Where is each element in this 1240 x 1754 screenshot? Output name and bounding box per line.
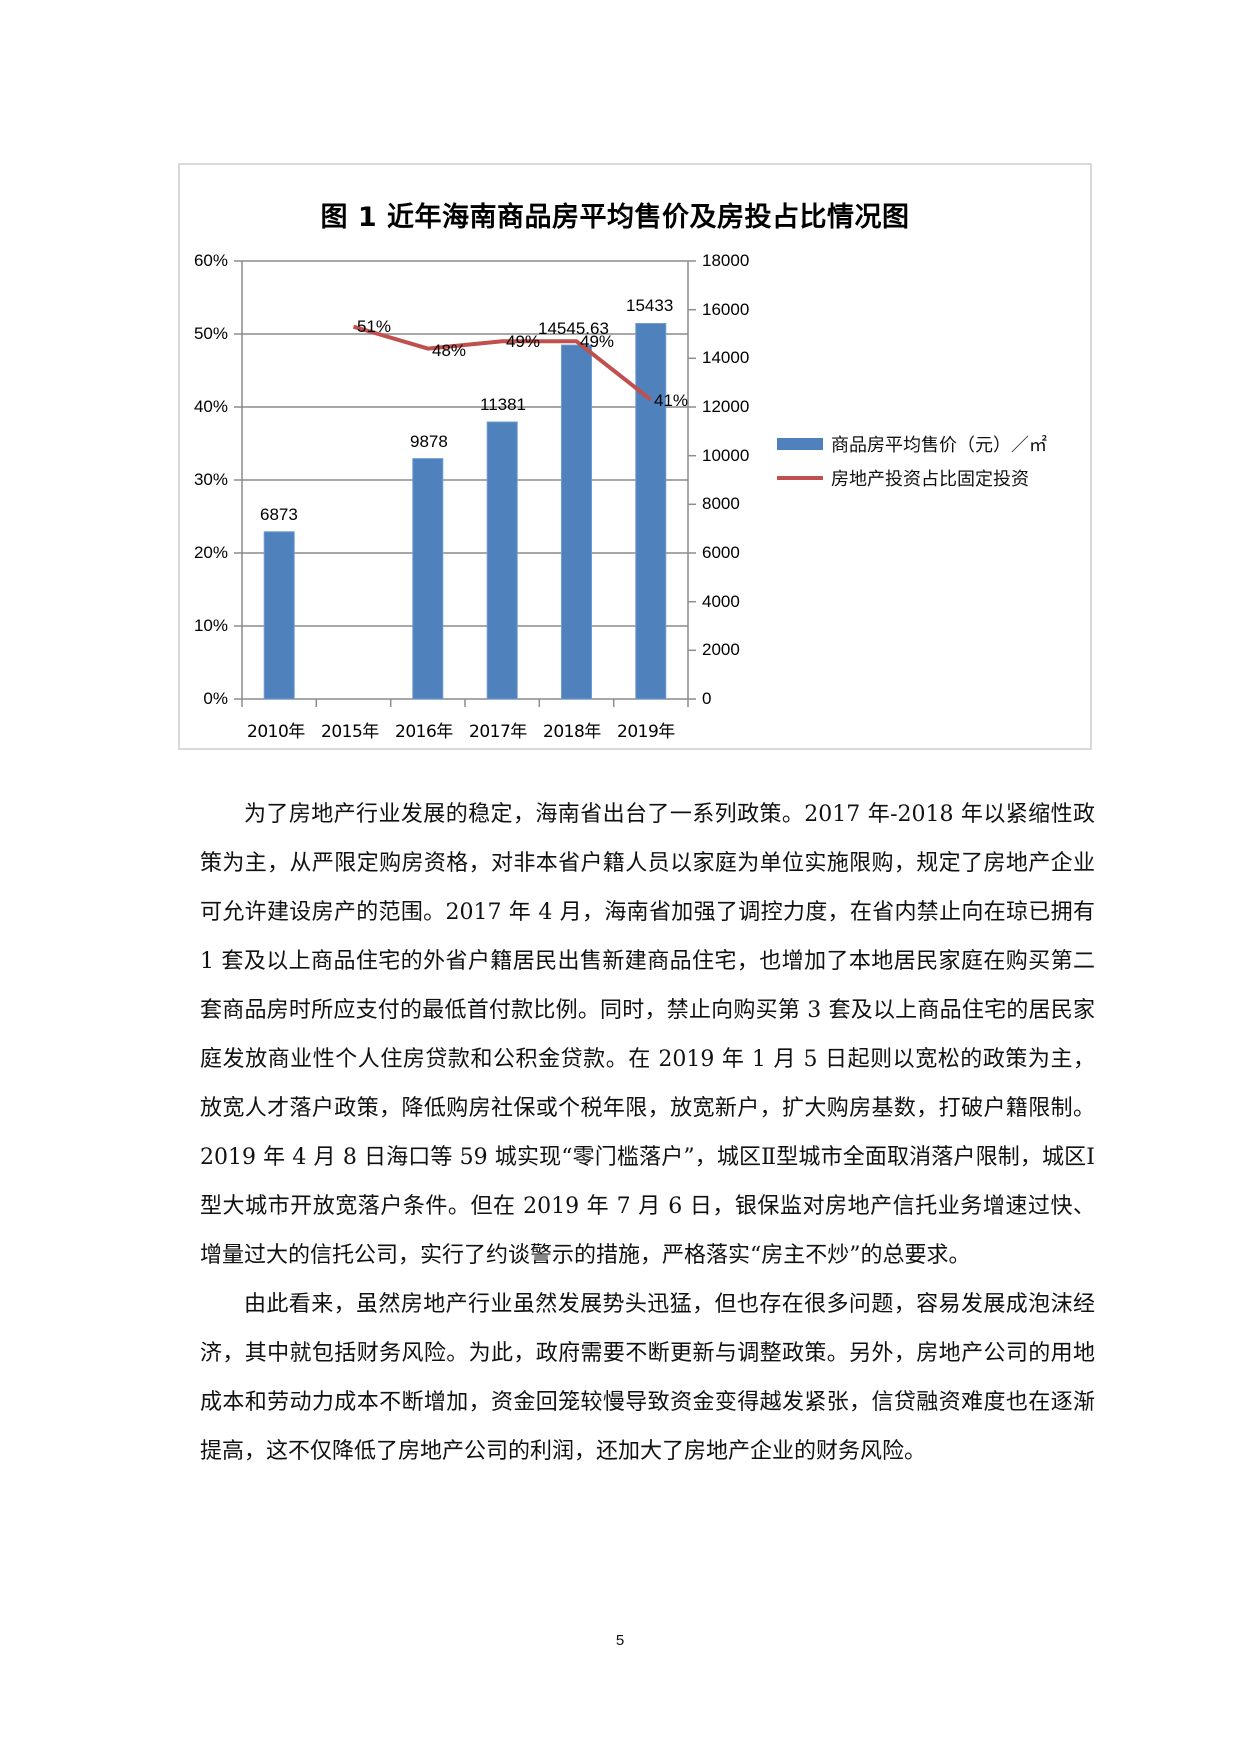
line-swatch-icon	[777, 476, 823, 480]
left-tick: 10%	[193, 616, 228, 635]
x-label: 2010年	[247, 722, 305, 742]
paragraph: 为了房地产行业发展的稳定，海南省出台了一系列政策。2017 年-2018 年以紧…	[200, 802, 1095, 1268]
legend-item-line: 房地产投资占比固定投资	[777, 461, 1047, 495]
right-tick: 0	[702, 689, 712, 708]
right-tick: 6000	[702, 543, 740, 562]
left-tick: 0%	[203, 689, 228, 708]
chart-container: 图 1 近年海南商品房平均售价及房投占比情况图	[178, 163, 1092, 750]
chart-title: 图 1 近年海南商品房平均售价及房投占比情况图	[320, 202, 910, 233]
bar-data-label: 6873	[260, 505, 298, 524]
gridlines	[242, 260, 688, 700]
right-tick: 8000	[702, 494, 740, 514]
line-series	[352, 324, 653, 402]
right-axis	[234, 260, 696, 700]
line-data-label: 51%	[357, 317, 392, 336]
bar-2010	[263, 531, 295, 700]
right-tick: 4000	[702, 591, 740, 611]
right-tick: 16000	[702, 299, 750, 319]
x-label: 2016年	[395, 722, 453, 742]
x-label: 2017年	[469, 722, 527, 742]
line-data-label: 49%	[580, 332, 615, 351]
bar-data-label: 11381	[480, 395, 527, 414]
right-tick: 2000	[702, 640, 740, 660]
x-label: 2018年	[543, 722, 601, 742]
left-tick: 40%	[193, 397, 228, 416]
bar-data-label: 15433	[626, 296, 674, 315]
left-tick: 60%	[193, 251, 228, 270]
paragraph: 由此看来，虽然房地产行业虽然发展势头迅猛，但也存在很多问题，容易发展成泡沫经济，…	[200, 1292, 1095, 1464]
page-number: 5	[615, 1632, 625, 1649]
x-label: 2015年	[321, 722, 379, 742]
bar-data-label: 9878	[410, 432, 448, 451]
right-tick: 10000	[702, 445, 750, 465]
line-data-label: 49%	[506, 332, 541, 351]
chart-legend: 商品房平均售价（元）／㎡ 房地产投资占比固定投资	[777, 427, 1047, 495]
legend-item-bar: 商品房平均售价（元）／㎡	[777, 427, 1047, 461]
bar-swatch-icon	[777, 438, 823, 450]
bar-2017	[486, 421, 518, 700]
left-tick: 50%	[193, 324, 228, 343]
bar-series	[263, 323, 667, 700]
right-tick: 12000	[702, 397, 750, 416]
body-text: 为了房地产行业发展的稳定，海南省出台了一系列政策。2017 年-2018 年以紧…	[200, 790, 1095, 1476]
x-label: 2019年	[617, 722, 675, 742]
right-tick: 14000	[702, 348, 750, 368]
bar-2016	[412, 458, 444, 700]
plot-area	[234, 260, 696, 707]
line-data-label: 48%	[432, 341, 467, 360]
left-tick: 30%	[193, 470, 228, 489]
bar-2019	[635, 323, 667, 700]
line-data-label: 41%	[654, 391, 689, 410]
bar-2018	[561, 344, 592, 700]
right-tick: 18000	[702, 251, 750, 270]
legend-label: 商品房平均售价（元）／㎡	[831, 435, 1047, 456]
legend-label: 房地产投资占比固定投资	[831, 469, 1029, 490]
left-tick: 20%	[193, 543, 228, 562]
bar-data-label: 14545.63	[538, 319, 609, 338]
